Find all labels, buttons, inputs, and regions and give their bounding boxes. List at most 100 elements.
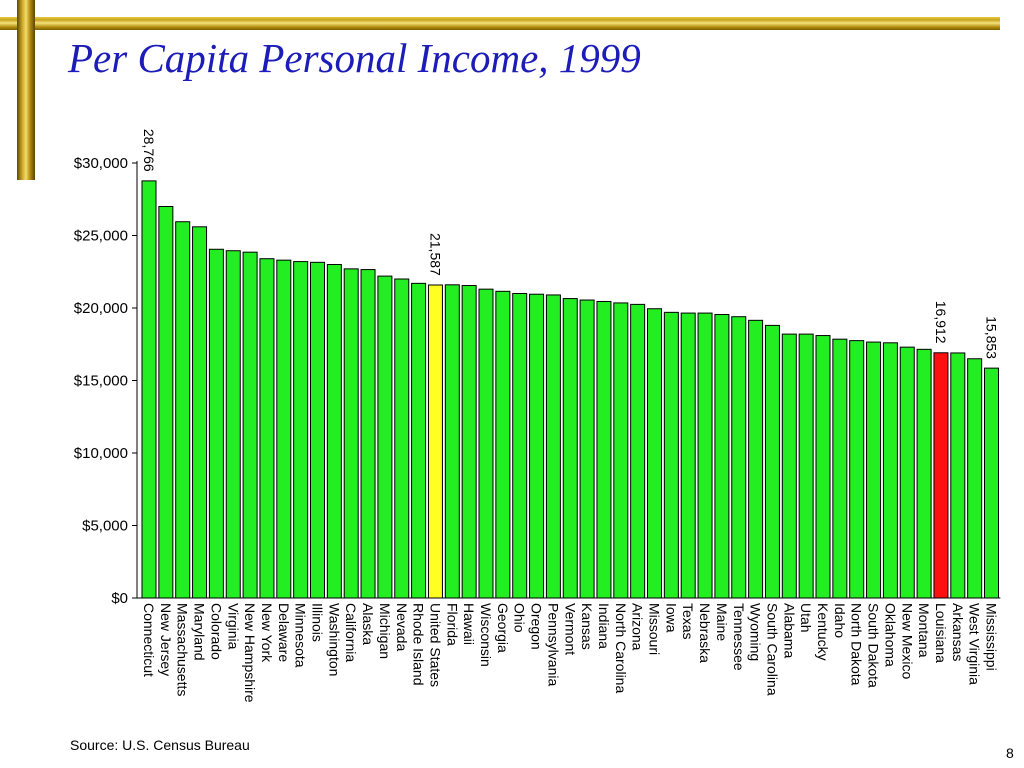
bar-ohio — [512, 293, 528, 599]
x-tick-label-west-virginia: West Virginia — [967, 603, 983, 685]
bar-new-hampshire — [242, 251, 258, 599]
bar-minnesota — [293, 261, 309, 599]
x-tick-label-missouri: Missouri — [647, 603, 663, 655]
bar-new-mexico — [899, 346, 915, 599]
bar-illinois — [310, 261, 325, 599]
bar-texas — [680, 312, 696, 599]
bar-delaware — [276, 259, 292, 599]
y-tick-label: $5,000 — [82, 518, 128, 535]
y-tick-label: $30,000 — [74, 155, 128, 172]
bar-florida — [444, 284, 460, 599]
x-tick-label-tennessee: Tennessee — [731, 603, 747, 671]
x-tick-label-arkansas: Arkansas — [950, 603, 966, 661]
x-tick-label-indiana: Indiana — [596, 603, 612, 649]
bar-pennsylvania — [545, 294, 561, 599]
x-tick-label-utah: Utah — [798, 603, 814, 633]
x-tick-label-michigan: Michigan — [377, 603, 393, 659]
x-tick-label-alabama: Alabama — [781, 603, 797, 658]
bar-georgia — [495, 290, 511, 599]
x-tick-label-ohio: Ohio — [512, 603, 528, 633]
bar-idaho — [832, 338, 848, 599]
x-tick-label-new-hampshire: New Hampshire — [242, 603, 258, 703]
bar-south-carolina — [764, 324, 780, 599]
bar-missouri — [647, 308, 662, 599]
top-decorative-rule — [0, 17, 1000, 30]
bar-nebraska — [697, 312, 713, 599]
x-tick-label-colorado: Colorado — [208, 603, 224, 660]
x-tick-label-wyoming: Wyoming — [748, 603, 764, 661]
x-tick-label-alaska: Alaska — [360, 603, 376, 645]
bar-maine — [714, 314, 730, 599]
x-tick-label-vermont: Vermont — [562, 603, 578, 655]
bar-maryland — [192, 226, 208, 599]
x-tick-label-new-mexico: New Mexico — [899, 603, 915, 679]
x-tick-label-kentucky: Kentucky — [815, 603, 831, 661]
bar-colorado — [208, 248, 224, 599]
x-tick-label-rhode-island: Rhode Island — [411, 603, 427, 686]
bar-kentucky — [815, 335, 831, 599]
x-tick-label-massachusetts: Massachusetts — [175, 603, 191, 696]
x-tick-label-oklahoma: Oklahoma — [882, 603, 898, 667]
bar-wisconsin — [478, 288, 494, 599]
bar-iowa — [663, 311, 679, 599]
x-tick-label-florida: Florida — [444, 603, 460, 646]
x-tick-label-nevada: Nevada — [394, 603, 410, 651]
x-tick-label-new-jersey: New Jersey — [158, 603, 174, 676]
bar-louisiana — [933, 352, 949, 599]
bar-wyoming — [748, 319, 764, 599]
bar-new-york — [259, 258, 275, 599]
bar-alaska — [360, 269, 376, 599]
bar-mississippi — [984, 367, 999, 599]
source-note: Source: U.S. Census Bureau — [70, 737, 250, 753]
bar-oregon — [529, 293, 545, 599]
bar-oklahoma — [882, 342, 898, 599]
y-tick-label: $25,000 — [74, 228, 128, 245]
bar-tennessee — [731, 316, 747, 599]
bar-alabama — [781, 333, 797, 599]
data-label-louisiana: 16,912 — [933, 301, 949, 344]
bar-west-virginia — [967, 358, 983, 599]
x-tick-label-california: California — [343, 603, 359, 662]
x-tick-label-north-dakota: North Dakota — [849, 603, 865, 686]
bar-michigan — [377, 275, 393, 599]
x-tick-label-new-york: New York — [259, 603, 275, 663]
bar-washington — [326, 264, 342, 599]
slide-title: Per Capita Personal Income, 1999 — [68, 35, 641, 81]
bar-north-carolina — [613, 302, 629, 599]
y-tick-label: $20,000 — [74, 300, 128, 317]
bar-indiana — [596, 300, 612, 599]
bar-montana — [916, 348, 932, 599]
x-tick-label-georgia: Georgia — [495, 603, 511, 653]
y-tick-label: $0 — [111, 590, 128, 607]
x-tick-label-pennsylvania: Pennsylvania — [545, 603, 561, 686]
x-tick-label-maryland: Maryland — [192, 603, 208, 661]
x-tick-label-united-states: United States — [427, 603, 443, 687]
x-tick-label-idaho: Idaho — [832, 603, 848, 638]
x-tick-label-arizona: Arizona — [630, 603, 646, 651]
x-tick-label-louisiana: Louisiana — [933, 603, 949, 663]
x-tick-label-maine: Maine — [714, 603, 730, 641]
x-tick-label-wisconsin: Wisconsin — [478, 603, 494, 667]
bar-rhode-island — [411, 282, 427, 599]
y-tick-label: $15,000 — [74, 373, 128, 390]
bar-virginia — [225, 250, 241, 599]
x-tick-label-south-carolina: South Carolina — [764, 603, 780, 696]
data-label-united-states: 21,587 — [427, 233, 443, 276]
data-label-connecticut: 28,766 — [141, 129, 157, 172]
side-decorative-bar — [17, 0, 35, 180]
bar-connecticut — [141, 180, 157, 599]
x-tick-label-connecticut: Connecticut — [141, 603, 157, 677]
bar-hawaii — [461, 285, 477, 599]
bar-south-dakota — [866, 341, 882, 599]
bar-nevada — [394, 278, 410, 599]
bar-new-jersey — [158, 206, 174, 599]
x-tick-label-montana: Montana — [916, 603, 932, 658]
bar-arkansas — [950, 352, 966, 599]
x-tick-label-south-dakota: South Dakota — [866, 603, 882, 688]
x-tick-label-washington: Washington — [326, 603, 342, 676]
x-tick-label-texas: Texas — [680, 603, 696, 640]
x-tick-label-hawaii: Hawaii — [461, 603, 477, 645]
bar-vermont — [562, 298, 578, 599]
x-tick-label-oregon: Oregon — [529, 603, 545, 650]
x-tick-label-nebraska: Nebraska — [697, 603, 713, 663]
